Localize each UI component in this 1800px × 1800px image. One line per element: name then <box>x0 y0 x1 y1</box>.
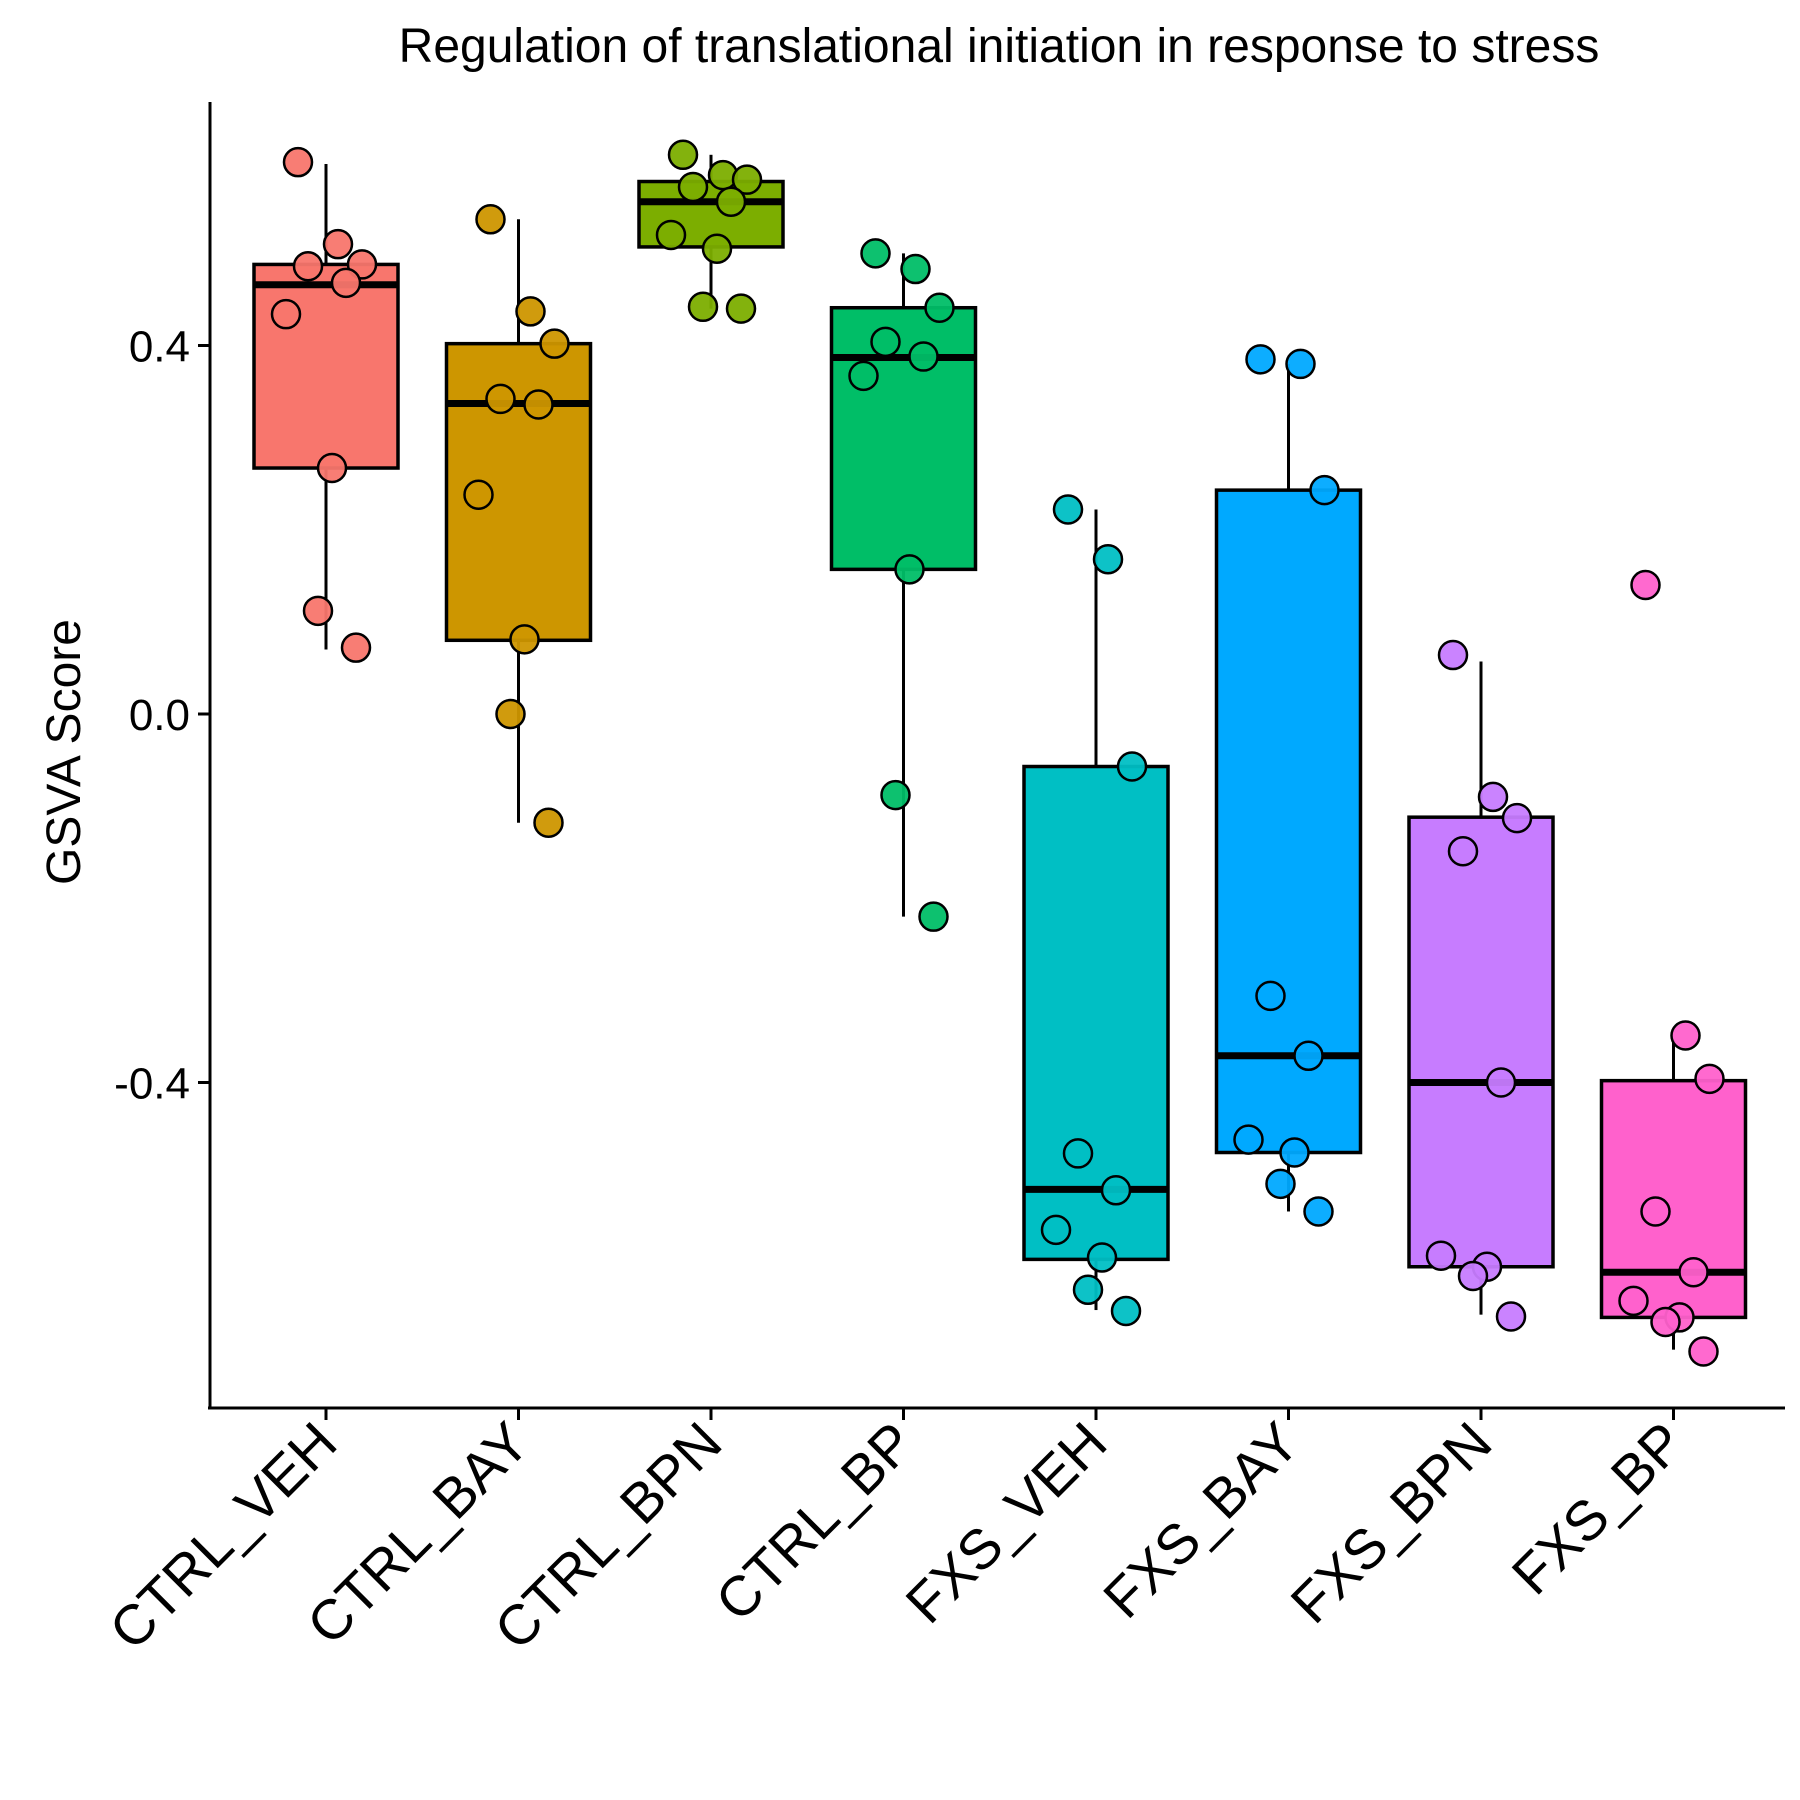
box <box>829 305 978 572</box>
data-point <box>1062 1138 1094 1169</box>
data-point <box>282 146 314 178</box>
data-point <box>1110 1295 1142 1327</box>
data-point <box>701 233 733 265</box>
data-point <box>1100 1175 1132 1206</box>
data-point <box>1303 1196 1334 1227</box>
data-point <box>1086 1242 1118 1273</box>
data-point <box>1477 781 1509 813</box>
data-point <box>1688 1336 1719 1367</box>
data-point <box>270 298 302 330</box>
box-group-fxs-veh <box>1022 494 1170 1327</box>
box-group-ctrl-bpn <box>637 139 785 324</box>
data-point <box>1425 1240 1457 1271</box>
data-point <box>1457 1260 1489 1292</box>
data-point <box>715 186 747 218</box>
x-tick-label: FXS_VEH <box>893 1410 1118 1635</box>
x-tick-label: CTRL_BP <box>703 1410 926 1633</box>
data-point <box>1052 494 1084 525</box>
data-point <box>330 267 362 299</box>
data-point <box>731 164 763 195</box>
y-tick-label: 0.4 <box>129 323 190 372</box>
chart-title: Regulation of translational initiation i… <box>399 20 1600 73</box>
data-point <box>870 326 901 358</box>
data-point <box>894 554 925 585</box>
plot-area <box>252 139 1748 1367</box>
data-point <box>1447 836 1479 867</box>
data-point <box>1670 1020 1701 1051</box>
y-tick-label: 0.0 <box>129 691 190 740</box>
data-point <box>1265 1168 1296 1200</box>
x-ticks: CTRL_VEHCTRL_BAYCTRL_BPNCTRL_BPFXS_VEHFX… <box>97 1408 1696 1661</box>
data-point <box>302 595 334 627</box>
data-point <box>316 452 348 484</box>
box <box>252 262 400 470</box>
data-point <box>1092 543 1124 575</box>
data-point <box>655 219 687 251</box>
data-point <box>725 293 757 324</box>
data-point <box>1678 1257 1709 1288</box>
box <box>1599 1078 1748 1320</box>
data-point <box>1495 1301 1527 1332</box>
data-point <box>539 328 570 359</box>
x-tick-label: FXS_BAY <box>1091 1410 1311 1630</box>
box <box>1022 764 1170 1262</box>
data-point <box>1072 1274 1104 1306</box>
x-tick-label: FXS_BP <box>1500 1410 1696 1606</box>
data-point <box>1618 1285 1649 1317</box>
box-group-fxs-bay <box>1214 344 1363 1227</box>
data-point <box>1293 1040 1324 1072</box>
data-point <box>860 238 891 269</box>
data-point <box>340 632 372 663</box>
data-point <box>533 807 564 838</box>
data-point <box>677 171 709 203</box>
data-point <box>1640 1196 1671 1227</box>
x-tick-label: FXS_BPN <box>1278 1410 1503 1635</box>
data-point <box>667 139 699 171</box>
box-group-fxs-bp <box>1599 569 1748 1367</box>
data-point <box>523 389 554 420</box>
data-point <box>1485 1067 1517 1098</box>
box-group-fxs-bpn <box>1407 639 1555 1332</box>
axes <box>208 102 1785 1410</box>
data-point <box>848 360 879 392</box>
data-point <box>1694 1063 1725 1095</box>
y-axis-label: GSVA Score <box>38 619 91 885</box>
data-point <box>322 228 354 260</box>
box-group-ctrl-veh <box>252 146 400 663</box>
data-point <box>687 291 719 323</box>
data-point <box>1040 1214 1072 1246</box>
box-group-ctrl-bay <box>444 204 593 838</box>
data-point <box>924 292 955 323</box>
data-point <box>463 479 494 510</box>
data-point <box>1437 639 1469 671</box>
data-point <box>1501 802 1533 834</box>
data-point <box>880 779 911 811</box>
data-point <box>1285 348 1316 380</box>
data-point <box>1233 1124 1264 1155</box>
data-point <box>900 253 931 285</box>
y-tick-label: -0.4 <box>114 1060 190 1109</box>
data-point <box>509 624 540 655</box>
data-point <box>1309 474 1340 506</box>
data-point <box>515 296 546 327</box>
data-point <box>1630 569 1661 601</box>
data-point <box>1650 1306 1681 1338</box>
data-point <box>1255 980 1286 1012</box>
box <box>1407 815 1555 1269</box>
box-group-ctrl-bp <box>829 238 978 932</box>
data-point <box>908 341 939 372</box>
data-point <box>1116 751 1148 782</box>
data-point <box>292 251 324 282</box>
data-point <box>918 901 949 932</box>
data-point <box>475 204 506 235</box>
data-point <box>1245 344 1276 375</box>
data-point <box>495 698 526 730</box>
data-point <box>1279 1137 1310 1168</box>
data-point <box>485 383 516 415</box>
y-ticks: 0.4 0.0 -0.4 <box>114 323 210 1109</box>
